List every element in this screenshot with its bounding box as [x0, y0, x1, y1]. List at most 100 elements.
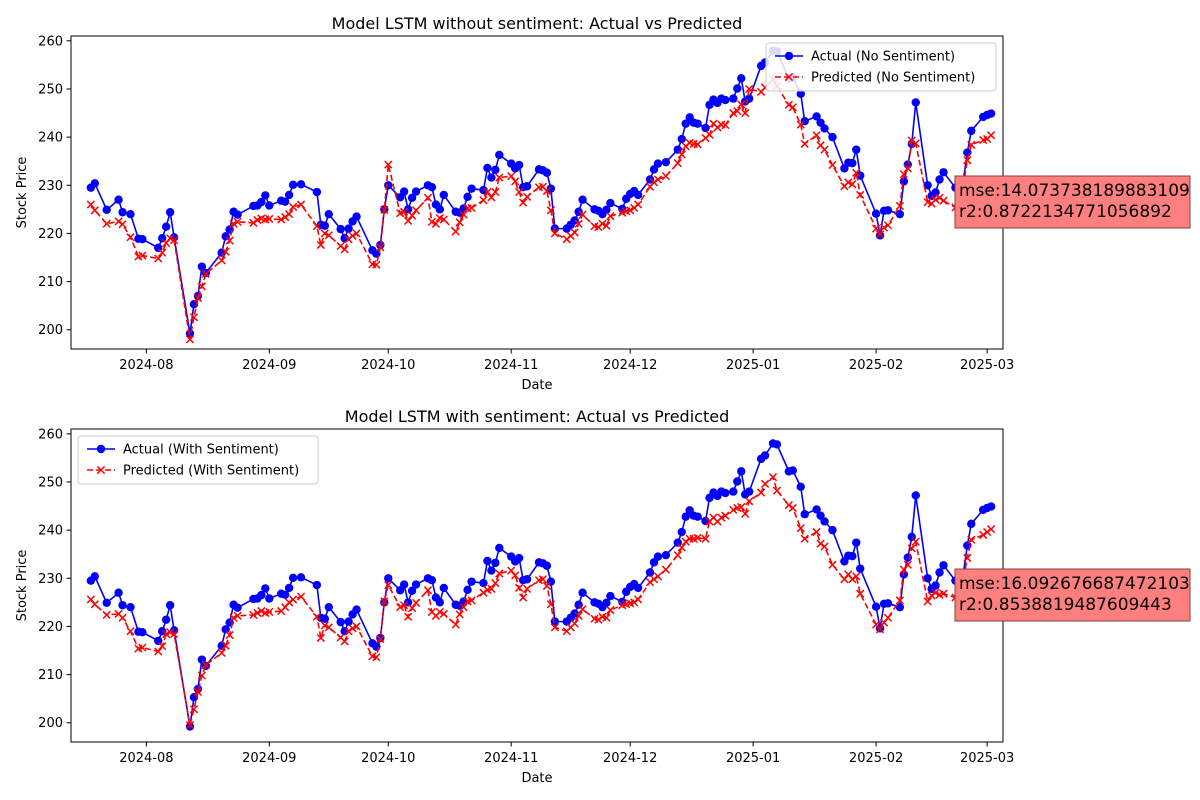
y-tick-label: 200 [38, 716, 63, 731]
data-point [217, 256, 226, 265]
data-point [546, 206, 556, 215]
legend-marker [784, 72, 794, 82]
metrics-annotation: mse:16.092676687472103r2:0.8538819487609… [954, 568, 1191, 622]
data-point [744, 487, 754, 496]
data-point [265, 201, 274, 210]
data-point [935, 568, 944, 577]
data-point [856, 171, 865, 180]
data-point [281, 212, 290, 222]
data-point [114, 217, 123, 226]
data-point [602, 598, 611, 608]
data-point [491, 558, 500, 568]
data-point [986, 109, 996, 118]
data-point [986, 525, 996, 534]
data-point [118, 208, 127, 217]
data-point [820, 124, 829, 133]
data-point [570, 228, 579, 237]
data-point [875, 625, 885, 634]
data-point [772, 486, 782, 495]
data-point [852, 145, 861, 154]
data-point [483, 556, 492, 566]
data-point [661, 550, 671, 560]
data-point [491, 187, 500, 197]
data-point [384, 580, 393, 590]
data-point [883, 221, 893, 230]
data-point [265, 594, 274, 603]
data-point [261, 191, 270, 200]
data-point [788, 503, 797, 513]
data-point [653, 552, 663, 561]
data-point [871, 602, 881, 611]
data-point [435, 205, 445, 214]
data-point [257, 590, 266, 600]
data-point [514, 553, 524, 563]
data-point [439, 583, 448, 593]
data-point [820, 145, 829, 154]
data-point [883, 613, 893, 622]
data-point [879, 223, 889, 232]
legend-label: Actual (With Sentiment) [123, 443, 279, 458]
data-point [542, 581, 552, 591]
data-point [871, 209, 881, 218]
data-point [487, 584, 496, 594]
data-point [435, 607, 444, 617]
data-point [967, 535, 976, 544]
data-point [320, 614, 330, 623]
data-point [320, 229, 329, 238]
data-point [376, 243, 385, 252]
data-point [542, 168, 552, 177]
data-point [681, 537, 690, 546]
data-point [403, 205, 413, 214]
data-point [169, 630, 179, 639]
data-point [760, 451, 770, 460]
data-point [538, 575, 548, 584]
data-point [681, 512, 690, 521]
data-point [812, 131, 821, 140]
legend-item: Predicted (With Sentiment) [87, 464, 299, 479]
data-point [495, 150, 504, 160]
data-point [90, 572, 99, 581]
data-point [931, 188, 940, 197]
data-point [927, 591, 936, 600]
data-point [923, 597, 932, 606]
legend-item: Actual (No Sentiment) [775, 50, 955, 65]
data-point [546, 600, 556, 609]
data-point [578, 210, 587, 219]
data-point [986, 502, 996, 511]
data-point [939, 168, 948, 177]
data-point [407, 604, 417, 613]
x-tick-label: 2024-11 [484, 358, 538, 373]
data-point [784, 500, 793, 510]
data-point [189, 693, 199, 702]
data-point [661, 171, 671, 181]
data-point [784, 100, 793, 109]
data-point [221, 641, 230, 650]
data-point [606, 198, 615, 208]
data-point [102, 610, 111, 620]
data-point [126, 627, 135, 636]
data-point [463, 585, 472, 595]
data-point [693, 533, 702, 542]
data-point [931, 195, 940, 204]
data-point [233, 217, 242, 227]
data-point [518, 198, 528, 207]
data-point [606, 605, 615, 615]
data-point [399, 580, 409, 589]
data-point [729, 487, 738, 496]
data-point [138, 235, 147, 244]
data-point [578, 604, 587, 614]
legend-marker [96, 465, 106, 475]
data-point [439, 609, 448, 619]
data-point [479, 588, 488, 597]
x-tick-label: 2024-09 [242, 358, 296, 373]
data-point [578, 588, 587, 597]
data-point [756, 488, 766, 497]
data-point [796, 524, 805, 533]
data-point [673, 158, 682, 168]
y-axis-label: Stock Price [15, 157, 30, 229]
data-point [606, 211, 615, 221]
data-point [403, 216, 413, 226]
data-point [701, 123, 710, 133]
data-point [185, 721, 195, 730]
data-point [427, 576, 437, 585]
